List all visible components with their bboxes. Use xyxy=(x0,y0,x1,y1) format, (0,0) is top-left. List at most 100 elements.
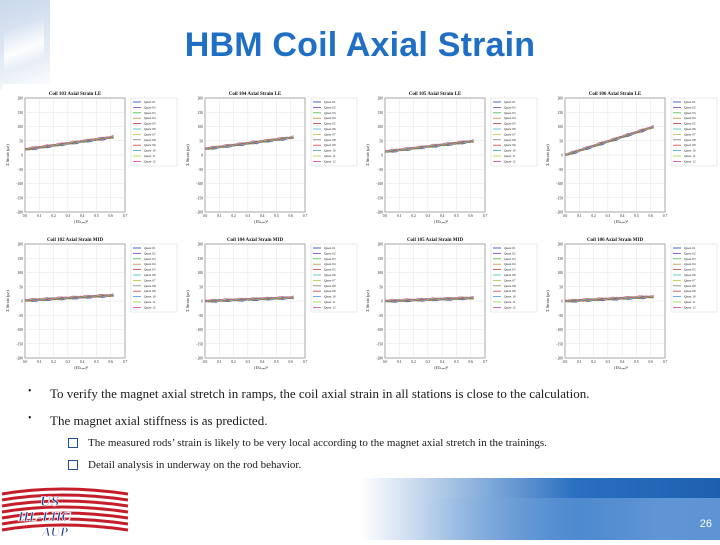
legend-entry: Quen 03 xyxy=(324,257,336,261)
strain-series-line xyxy=(564,294,654,302)
x-tick-label: 0.1 xyxy=(397,360,402,364)
y-tick-label: −50 xyxy=(557,168,563,172)
x-tick-label: 0.1 xyxy=(397,214,402,218)
y-tick-label: −200 xyxy=(376,357,384,361)
x-tick-label: 0.4 xyxy=(620,360,625,364)
legend-entry: Quen 10 xyxy=(504,149,516,153)
y-tick-label: 150 xyxy=(378,257,384,261)
y-tick-label: 100 xyxy=(18,271,24,275)
y-tick-label: −100 xyxy=(196,328,204,332)
legend-entry: Quen 04 xyxy=(684,262,696,266)
x-tick-label: 0.4 xyxy=(260,360,265,364)
legend-entry: Quen 09 xyxy=(324,143,336,147)
legend-entry: Quen 04 xyxy=(144,262,156,266)
legend-entry: Quen 10 xyxy=(144,295,156,299)
legend-entry: Quen 07 xyxy=(144,278,156,282)
svg-text:AUP: AUP xyxy=(41,524,69,539)
legend-entry: Quen 06 xyxy=(684,127,696,131)
legend-entry: Quen 03 xyxy=(684,257,696,261)
legend-entry: Quen 10 xyxy=(144,149,156,153)
legend-entry: Quen 04 xyxy=(504,116,516,120)
y-tick-label: 0 xyxy=(201,154,203,158)
x-tick-label: 0.2 xyxy=(591,214,596,218)
legend-entry: Quen 11 xyxy=(684,154,696,158)
legend-entry: Quen 05 xyxy=(504,122,516,126)
legend-entry: Quen 07 xyxy=(684,132,696,136)
x-tick-label: 0.1 xyxy=(577,360,582,364)
y-tick-label: 100 xyxy=(378,125,384,129)
x-tick-label: 0.3 xyxy=(246,214,251,218)
x-axis-label: (I/Iₙₒₘ)² xyxy=(434,219,448,224)
x-tick-label: 0.7 xyxy=(483,360,488,364)
legend-entry: Quen 01 xyxy=(144,100,156,104)
x-tick-label: 0.2 xyxy=(51,360,56,364)
legend-entry: Quen 05 xyxy=(324,122,336,126)
y-tick-label: −50 xyxy=(17,314,23,318)
y-tick-label: 50 xyxy=(559,285,563,289)
x-tick-label: 0.7 xyxy=(123,214,128,218)
y-tick-label: −200 xyxy=(556,211,564,215)
y-tick-label: 200 xyxy=(18,243,24,247)
y-axis-label: Σ Strain (με) xyxy=(185,144,190,166)
y-tick-label: 200 xyxy=(198,243,204,247)
legend-entry: Quen 10 xyxy=(324,295,336,299)
legend-entry: Quen 06 xyxy=(684,273,696,277)
y-tick-label: 100 xyxy=(198,125,204,129)
legend-entry: Quen 05 xyxy=(684,268,696,272)
x-tick-label: 0.2 xyxy=(51,214,56,218)
x-tick-label: 0.2 xyxy=(411,214,416,218)
x-tick-label: 0.0 xyxy=(23,214,28,218)
x-tick-label: 0.7 xyxy=(303,214,308,218)
legend-entry: Quen 06 xyxy=(324,127,336,131)
y-tick-label: 0 xyxy=(561,154,563,158)
x-tick-label: 0.3 xyxy=(426,360,431,364)
x-tick-label: 0.6 xyxy=(288,360,293,364)
decorative-corner-band xyxy=(0,0,50,90)
legend-entry: Quen 12 xyxy=(684,305,696,309)
legend-entry: Quen 02 xyxy=(684,251,696,255)
x-tick-label: 0.0 xyxy=(23,360,28,364)
y-tick-label: 150 xyxy=(198,257,204,261)
x-tick-label: 0.0 xyxy=(383,214,388,218)
legend-entry: Quen 02 xyxy=(504,251,516,255)
legend-entry: Quen 10 xyxy=(684,295,696,299)
x-tick-label: 0.5 xyxy=(274,214,279,218)
legend-entry: Quen 09 xyxy=(504,289,516,293)
x-tick-label: 0.1 xyxy=(37,214,42,218)
bullet-text: To verify the magnet axial stretch in ra… xyxy=(50,386,590,401)
x-tick-label: 0.5 xyxy=(634,360,639,364)
y-tick-label: −50 xyxy=(197,168,203,172)
legend-entry: Quen 08 xyxy=(324,138,336,142)
y-tick-label: −50 xyxy=(17,168,23,172)
strain-plot: 200 150 100 50 0 −50 −100 −150 −200 0.0 0.1 0.2 0.3 0… xyxy=(543,86,720,226)
checkbox-square-icon xyxy=(68,438,78,448)
bullet-dot-icon: • xyxy=(28,413,32,424)
legend-entry: Quen 08 xyxy=(144,284,156,288)
plot-title: Coil 106 Axial Strain MID xyxy=(587,238,644,243)
y-tick-label: 150 xyxy=(198,111,204,115)
legend-entry: Quen 06 xyxy=(144,127,156,131)
us-hl-lhc-aup-logo: US HL-LHC AUP xyxy=(0,486,130,540)
y-tick-label: 150 xyxy=(18,257,24,261)
y-axis-label: Σ Strain (με) xyxy=(365,144,370,166)
x-tick-label: 0.2 xyxy=(231,214,236,218)
legend-entry: Quen 02 xyxy=(144,251,156,255)
x-tick-label: 0.0 xyxy=(563,360,568,364)
slide-title: HBM Coil Axial Strain xyxy=(184,26,536,64)
y-tick-label: 100 xyxy=(558,271,564,275)
strain-series-line xyxy=(384,139,474,152)
x-tick-label: 0.5 xyxy=(454,360,459,364)
y-tick-label: −100 xyxy=(376,328,384,332)
y-tick-label: 100 xyxy=(198,271,204,275)
page-number: 26 xyxy=(699,518,712,530)
y-tick-label: 150 xyxy=(558,111,564,115)
legend-entry: Quen 12 xyxy=(324,159,336,163)
y-tick-label: 200 xyxy=(378,97,384,101)
y-tick-label: −50 xyxy=(557,314,563,318)
decorative-bottom-shine xyxy=(420,498,720,540)
x-tick-label: 0.2 xyxy=(591,360,596,364)
x-tick-label: 0.5 xyxy=(94,214,99,218)
y-tick-label: 50 xyxy=(19,285,23,289)
y-tick-label: 0 xyxy=(21,300,23,304)
strain-plot: 200 150 100 50 0 −50 −100 −150 −200 0.0 0.1 0.2 0.3 0… xyxy=(363,232,541,372)
